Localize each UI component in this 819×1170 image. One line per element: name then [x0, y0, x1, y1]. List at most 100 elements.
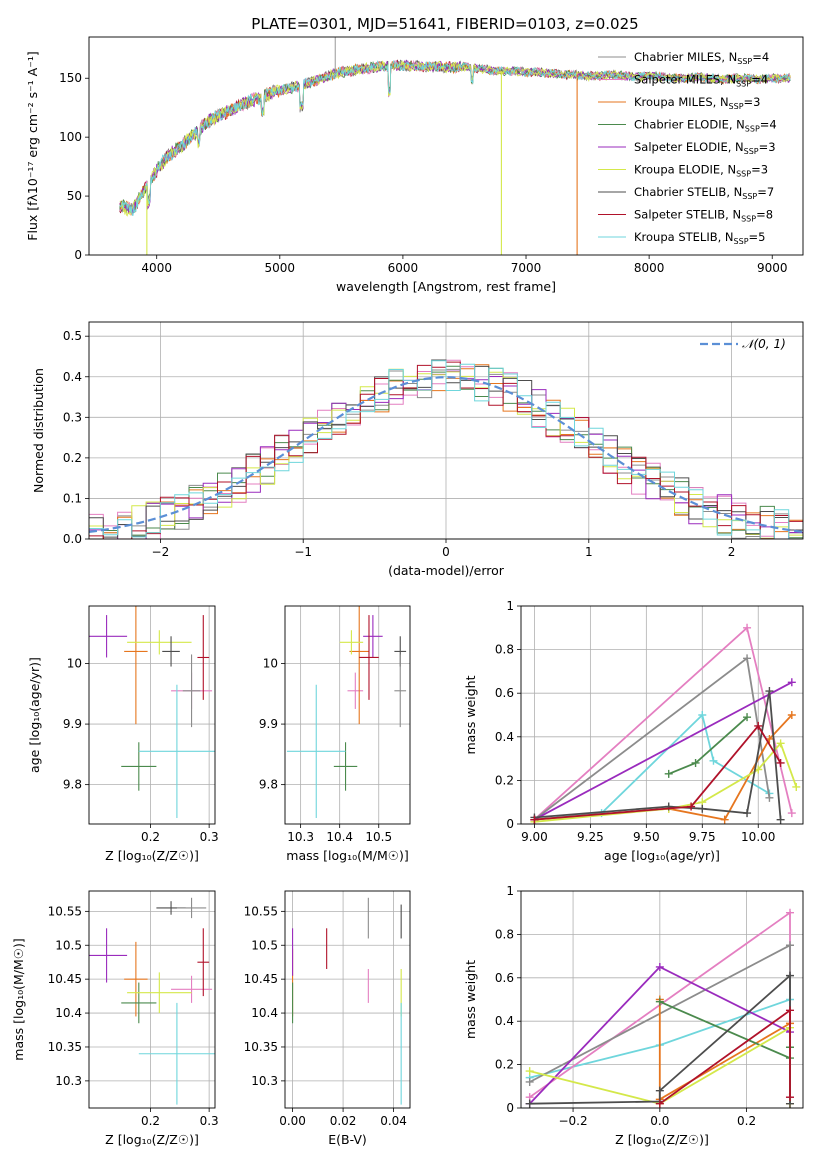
legend-model: Chabrier ELODIE, N	[634, 118, 745, 132]
x-tick-label: 9000	[757, 261, 788, 275]
y-tick-label: 0.1	[63, 491, 82, 505]
legend-model: Chabrier STELIB, N	[634, 185, 742, 199]
error-cross	[162, 636, 180, 667]
x-tick-label: 9.75	[689, 830, 716, 844]
y-axis-label: mass [log₁₀(M/M☉)]	[11, 938, 26, 1060]
weight-marker	[655, 1086, 664, 1095]
x-tick-label: 9.50	[633, 830, 660, 844]
error-cross	[124, 941, 148, 1017]
plot-area	[119, 37, 791, 255]
x-tick-label: 10.4	[326, 830, 353, 844]
weight-line	[534, 724, 782, 821]
legend-count: =5	[749, 230, 766, 244]
ebv-mass-panel: 0.00 0.02 0.04 10.3 10.35 10.4 10.45 10.5 10.55 E…	[244, 890, 411, 1147]
y-tick-label: 0.5	[63, 329, 82, 343]
axes-frame	[88, 321, 804, 540]
legend-entry: Chabrier ELODIE, NSSP=4	[634, 118, 777, 134]
error-cross	[176, 897, 207, 919]
error-cross	[127, 630, 192, 655]
error-cross	[347, 672, 364, 709]
error-cross	[138, 1002, 215, 1105]
x-tick-label: 10.00	[741, 830, 775, 844]
weight-marker	[655, 1099, 664, 1108]
axes-frame	[284, 890, 411, 1109]
y-tick-label: 0.0	[63, 532, 82, 546]
error-cross	[121, 742, 157, 791]
legend-subscript: SSP	[742, 192, 757, 201]
x-tick-label: 0.02	[330, 1114, 357, 1128]
weight-line	[668, 716, 748, 775]
legend-entry: Salpeter ELODIE, NSSP=3	[634, 140, 776, 156]
x-axis-label: mass [log₁₀(M/M☉)]	[286, 848, 408, 863]
x-tick-label: 6000	[388, 261, 419, 275]
x-tick-label: 4000	[141, 261, 172, 275]
legend-subscript: SSP	[745, 125, 760, 134]
y-tick-label: 0.8	[495, 927, 514, 941]
error-cross	[363, 615, 383, 658]
weight-line	[533, 681, 793, 821]
error-cross	[339, 630, 364, 655]
weight-marker	[720, 815, 729, 824]
legend-count: =3	[744, 95, 761, 109]
error-cross	[359, 615, 379, 700]
plot-area	[89, 359, 803, 539]
spectrum-line	[119, 60, 791, 217]
x-axis-label: wavelength [Angstrom, rest frame]	[336, 279, 556, 294]
axes-frame	[88, 36, 804, 256]
x-tick-label: 0.3	[200, 830, 219, 844]
x-tick-label: 5000	[265, 261, 296, 275]
legend-model: Chabrier MILES, N	[634, 50, 737, 64]
spectrum-legend: Chabrier MILES, N SSP =4 Salpeter MILES, N S…	[598, 50, 777, 246]
legend-model: Salpeter MILES, N	[634, 73, 736, 87]
weight-marker	[776, 739, 785, 748]
y-axis-label: mass weight	[463, 675, 478, 754]
legend-entry: Kroupa ELODIE, NSSP=3	[634, 163, 768, 179]
x-tick-label: 0.2	[141, 830, 160, 844]
plot-area	[89, 897, 215, 1105]
x-tick-label: 0.2	[141, 1114, 160, 1128]
legend-model: Salpeter STELIB, N	[634, 208, 741, 222]
y-tick-label: 0	[506, 817, 514, 831]
error-cross	[171, 975, 213, 1003]
error-cross	[197, 928, 210, 997]
y-tick-label: 10.35	[48, 1040, 82, 1054]
error-cross	[349, 606, 369, 725]
weight-marker	[776, 815, 785, 824]
y-tick-label: 50	[67, 189, 82, 203]
x-axis-label: Z [log₁₀(Z/Z☉)]	[105, 1132, 199, 1147]
y-tick-label: 9.8	[63, 778, 82, 792]
y-tick-label: 0.2	[495, 1058, 514, 1072]
y-tick-label: 0	[506, 1101, 514, 1115]
y-tick-label: 9.9	[259, 717, 278, 731]
weight-marker	[776, 758, 785, 767]
x-tick-label: 0.2	[737, 1114, 756, 1128]
weight-marker	[709, 756, 718, 765]
legend-count: =3	[759, 140, 776, 154]
y-tick-label: 0.2	[63, 451, 82, 465]
weight-marker	[787, 678, 796, 687]
y-tick-label: 0.8	[495, 643, 514, 657]
legend-count: =4	[752, 50, 769, 64]
weight-marker	[743, 809, 752, 818]
weight-marker	[525, 1077, 534, 1086]
weight-marker	[785, 1006, 794, 1015]
weight-line	[659, 1008, 791, 1105]
legend-gaussian-label: 𝒩(0, 1)	[742, 337, 786, 351]
error-cross	[127, 972, 192, 1014]
error-cross	[333, 742, 358, 791]
plot-area	[89, 606, 215, 818]
weight-marker	[743, 654, 752, 663]
weight-marker	[792, 782, 801, 791]
axes-frame	[284, 605, 411, 825]
y-tick-label: 0.2	[495, 773, 514, 787]
weight-marker	[785, 1093, 794, 1102]
y-tick-label: 10.45	[244, 972, 278, 986]
weight-marker	[787, 711, 796, 719]
y-tick-label: 10.5	[55, 938, 82, 952]
y-axis-label: mass weight	[463, 960, 478, 1039]
legend-subscript: SSP	[736, 170, 751, 179]
spectrum-line	[119, 59, 791, 215]
x-tick-label: 0.04	[380, 1114, 407, 1128]
y-tick-label: 10.5	[251, 938, 278, 952]
